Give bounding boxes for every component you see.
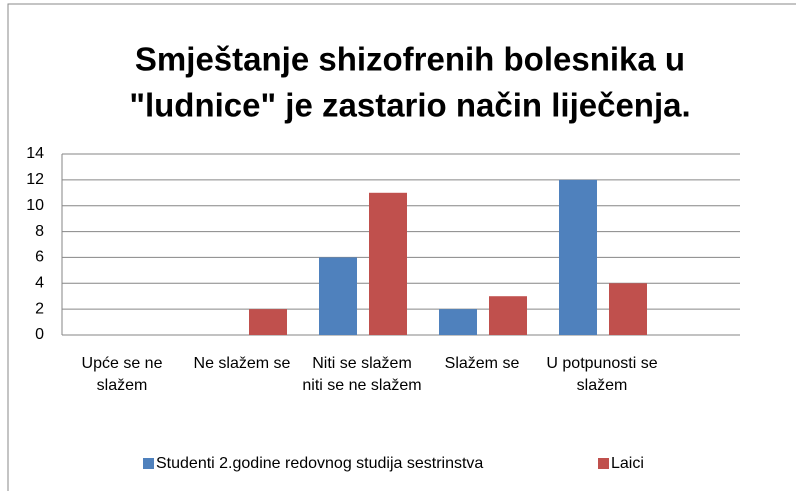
x-tick-label: Slažem se	[444, 355, 520, 372]
x-tick-label-box: Upće se ne slažem	[81, 355, 163, 394]
y-tick-label: 4	[35, 275, 44, 292]
bar	[369, 192, 407, 335]
legend-label: Studenti 2.godine redovnog studija sestr…	[156, 455, 483, 472]
bar	[609, 283, 647, 335]
y-tick-label: 8	[35, 223, 44, 240]
y-tick-label: 14	[26, 145, 44, 162]
y-tick-label: 2	[35, 300, 44, 317]
y-tick-label: 6	[35, 249, 44, 266]
chart-title: "ludnice" je zastario način liječenja.	[129, 87, 690, 124]
x-tick-label-box: Slažem se	[444, 355, 520, 372]
x-tick-label-box: U potpunosti se slažem	[546, 355, 658, 394]
bar	[439, 309, 477, 335]
bar	[319, 257, 357, 335]
x-tick-label: Niti se slažem niti se ne slažem	[302, 355, 422, 394]
legend-label: Laici	[611, 455, 644, 472]
x-tick-label: Ne slažem se	[193, 355, 291, 372]
bar	[249, 309, 287, 335]
chart-title: Smještanje shizofrenih bolesnika u	[135, 41, 685, 78]
y-tick-label: 10	[26, 197, 44, 214]
chart-border	[7, 3, 796, 491]
x-tick-label-box: Ne slažem se	[193, 355, 291, 372]
legend-swatch	[143, 458, 154, 469]
x-tick-label: U potpunosti se slažem	[546, 355, 658, 394]
y-tick-label: 12	[26, 171, 44, 188]
x-tick-label: Upće se ne slažem	[81, 355, 163, 394]
x-tick-label-box: Niti se slažem niti se ne slažem	[302, 355, 422, 394]
bar	[489, 296, 527, 335]
bar	[559, 179, 597, 335]
legend-swatch	[598, 458, 609, 469]
y-tick-label: 0	[35, 326, 44, 343]
